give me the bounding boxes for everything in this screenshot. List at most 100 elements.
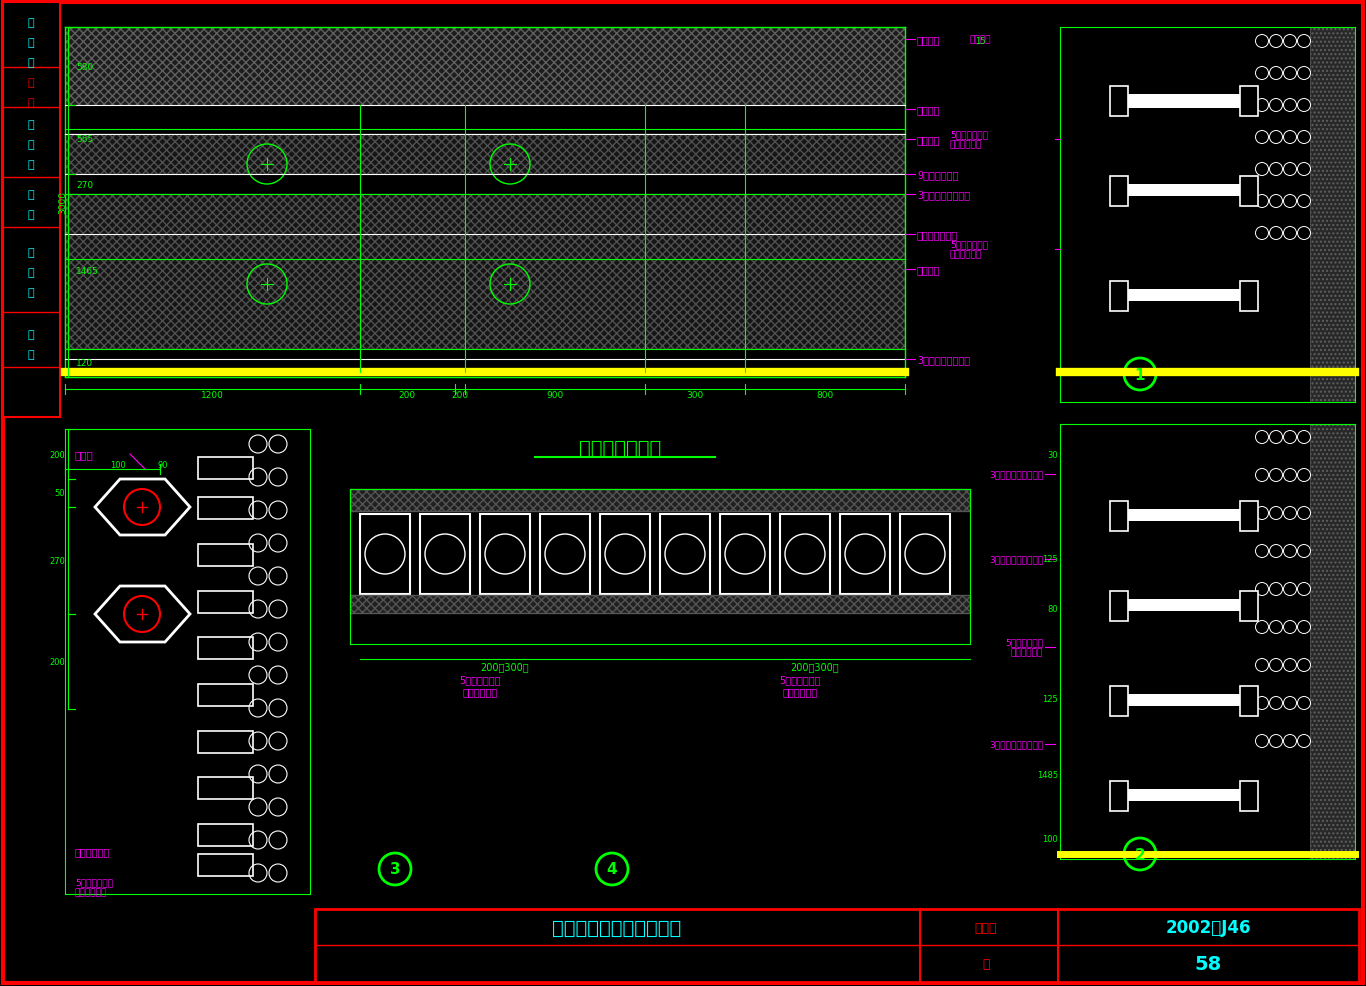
Bar [479,515,530,595]
Bar [66,135,906,175]
Text: 9厚胶合板衬底: 9厚胶合板衬底 [917,170,959,179]
Text: 200: 200 [451,390,469,399]
Text: 5厚胶合板衬底
饰面织物软包: 5厚胶合板衬底 饰面织物软包 [75,878,113,897]
Text: 图: 图 [27,38,34,48]
Bar [1240,282,1258,312]
Text: 织物软包: 织物软包 [917,135,941,145]
Text: 200: 200 [49,658,66,667]
Bar [1310,425,1355,859]
Bar [198,824,253,846]
Text: 5厚胶合板衬底
饰面织物软包: 5厚胶合板衬底 饰面织物软包 [949,130,988,150]
Text: 200: 200 [399,390,415,399]
Bar [1111,599,1258,611]
Text: 3: 3 [389,862,400,877]
Bar [1111,290,1258,302]
Text: 565: 565 [76,135,93,144]
Text: 图: 图 [27,247,34,257]
Bar [350,489,970,512]
Text: 270: 270 [76,180,93,189]
Text: 3厚饰面面胶合板饰面: 3厚饰面面胶合板饰面 [989,555,1044,564]
Text: 史: 史 [27,78,34,88]
Bar [540,515,590,595]
Bar [1111,781,1128,811]
Text: 2002浙J46: 2002浙J46 [1165,918,1251,936]
Text: 3厚饰面面胶合板饰面: 3厚饰面面胶合板饰面 [989,740,1044,748]
Bar [361,515,410,595]
Bar [198,637,253,660]
Bar [1111,510,1258,522]
Text: 3厚饰面胶合板踢脚: 3厚饰面胶合板踢脚 [917,355,970,365]
Bar [1240,87,1258,117]
Text: 300: 300 [686,390,703,399]
Text: 1200: 1200 [201,390,224,399]
Bar [1240,502,1258,531]
Text: 页: 页 [982,957,990,970]
Text: 900: 900 [546,390,564,399]
Text: 120: 120 [76,359,93,368]
Bar [1240,176,1258,207]
Bar [900,515,949,595]
Text: 90: 90 [157,460,168,469]
Text: 100: 100 [1042,835,1059,844]
Text: 3厚饰面胶合板饰面: 3厚饰面胶合板饰面 [917,190,970,200]
Bar [1111,502,1128,531]
Text: 计: 计 [27,288,34,298]
Bar [1111,176,1128,207]
Bar [1240,592,1258,621]
Text: 5厚胶合板衬底
饰面织物软包: 5厚胶合板衬底 饰面织物软包 [779,674,821,696]
Text: 设: 设 [27,268,34,278]
Text: 5厚胶合板衬底
饰面织物软包: 5厚胶合板衬底 饰面织物软包 [1005,638,1044,657]
Text: 织物软包分块线: 织物软包分块线 [917,230,958,240]
Bar [1111,694,1258,706]
Text: 织物软包造型墙装修详图: 织物软包造型墙装修详图 [552,918,682,937]
Text: 织物软包立面图: 织物软包立面图 [579,438,661,458]
Bar [1111,789,1258,802]
Bar [1111,282,1128,312]
Text: 1465: 1465 [76,267,98,276]
Text: 30: 30 [1048,450,1059,459]
Bar [780,515,831,595]
Bar [660,515,710,595]
Text: 制: 制 [27,210,34,220]
Text: 580: 580 [76,62,93,71]
Text: 200: 200 [49,450,66,459]
Text: 200（300）: 200（300） [481,662,529,671]
Bar [198,684,253,706]
Text: 800: 800 [817,390,833,399]
Text: 实木饰线: 实木饰线 [917,105,941,115]
Bar [600,515,650,595]
Text: 墙面涂料: 墙面涂料 [917,35,941,45]
Text: 125: 125 [1042,555,1059,564]
Text: 125: 125 [1042,695,1059,704]
Text: 墙面涂料: 墙面涂料 [970,35,992,44]
Bar [198,458,253,479]
Text: 2: 2 [1135,847,1145,862]
Text: 建: 建 [27,350,34,360]
Text: 100: 100 [111,460,126,469]
Bar [198,777,253,800]
Bar [1111,184,1258,197]
Bar [1240,686,1258,716]
Bar [198,854,253,877]
Bar [1111,592,1128,621]
Text: 5厚胶合板衬底
饰面织物软包: 5厚胶合板衬底 饰面织物软包 [459,674,501,696]
Text: 织物软包: 织物软包 [917,264,941,275]
Text: 审: 审 [27,160,34,170]
Bar [198,544,253,566]
Bar [198,592,253,613]
Text: 级: 级 [27,140,34,150]
Bar [1111,95,1258,108]
Text: 1: 1 [1135,367,1145,383]
Text: 3厚饰面面胶合板饰面: 3厚饰面面胶合板饰面 [989,470,1044,479]
Text: 5厚胶合板衬底
饰面织物软包: 5厚胶合板衬底 饰面织物软包 [949,240,988,259]
Bar [66,195,906,350]
Text: 200（300）: 200（300） [791,662,839,671]
Bar [419,515,470,595]
Bar [316,909,1359,982]
Text: 15: 15 [975,37,985,46]
Text: 4: 4 [607,862,617,877]
Text: 霓虹灯: 霓虹灯 [75,450,94,459]
Polygon shape [96,479,190,535]
Text: 图集号: 图集号 [975,921,997,934]
Bar [1111,686,1128,716]
